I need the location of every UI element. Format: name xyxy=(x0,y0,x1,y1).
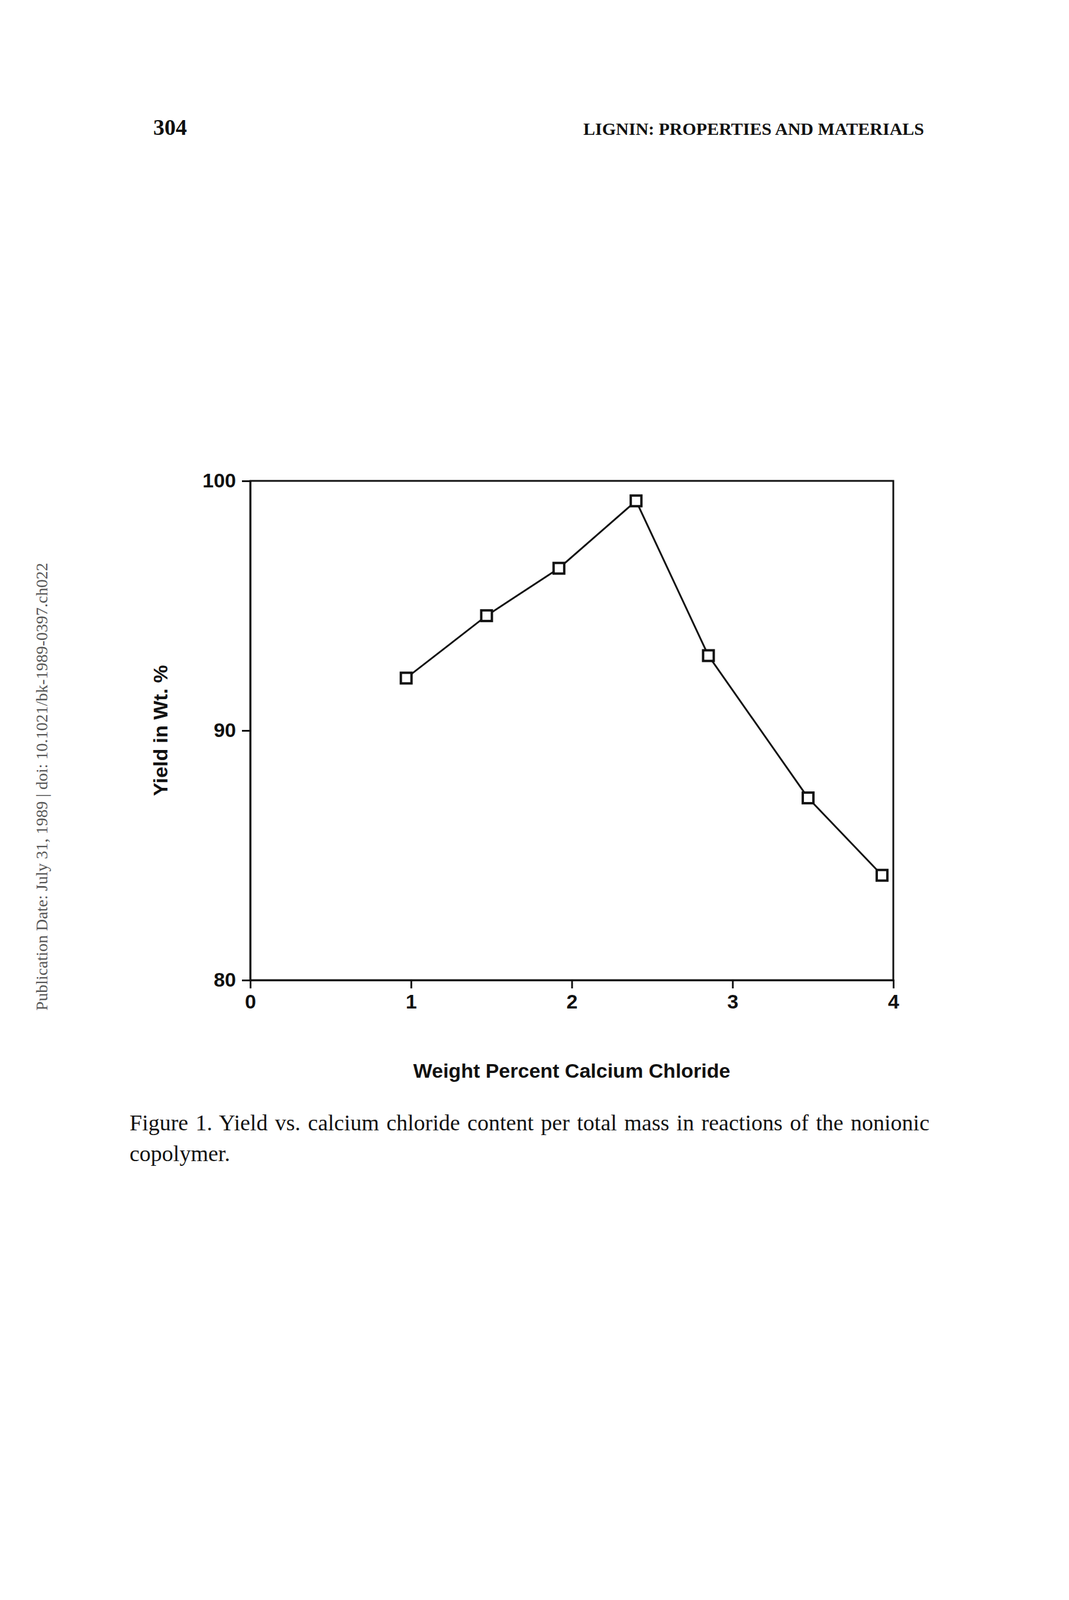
x-tick-mark xyxy=(571,980,574,989)
x-tick-label: 1 xyxy=(405,990,418,1013)
data-point xyxy=(401,672,412,684)
page-svg: 304LIGNIN: PROPERTIES AND MATERIALSPubli… xyxy=(0,0,1069,1600)
data-line xyxy=(406,501,883,876)
x-axis-line xyxy=(250,980,894,990)
plot-frame xyxy=(250,480,894,981)
data-point xyxy=(876,870,888,881)
data-point xyxy=(702,650,714,661)
y-tick-mark xyxy=(241,730,251,732)
y-tick-label: 100 xyxy=(202,469,237,492)
x-tick-mark xyxy=(892,980,895,989)
y-tick-mark xyxy=(241,480,251,483)
y-axis: 80 90 100 xyxy=(202,469,251,991)
side-note: Publication Date: July 31, 1989 | doi: 1… xyxy=(32,563,51,1012)
x-tick: 2 xyxy=(566,980,578,1013)
data-point xyxy=(553,563,565,574)
y-tick-label: 90 xyxy=(213,718,237,742)
x-tick: 0 xyxy=(244,980,257,1013)
data-point xyxy=(630,495,642,507)
x-axis-title: Weight Percent Calcium Chloride xyxy=(413,1059,731,1083)
running-head: LIGNIN: PROPERTIES AND MATERIALS xyxy=(583,118,925,139)
plot-area xyxy=(401,495,888,881)
x-tick: 4 xyxy=(887,980,900,1013)
data-point xyxy=(802,792,814,804)
x-tick: 1 xyxy=(405,980,418,1013)
data-point xyxy=(480,610,492,622)
y-tick: 100 xyxy=(202,469,251,492)
y-tick: 80 xyxy=(213,968,251,991)
x-axis: 0 1 2 3 4 xyxy=(244,980,900,1013)
y-axis-title: Yield in Wt. % xyxy=(149,664,172,797)
x-tick-label: 2 xyxy=(566,990,578,1013)
x-tick-mark xyxy=(731,980,734,989)
x-tick: 3 xyxy=(727,980,739,1013)
x-tick-label: 0 xyxy=(244,990,257,1013)
x-tick-label: 3 xyxy=(727,990,739,1013)
x-tick-label: 4 xyxy=(887,990,900,1013)
page-number: 304 xyxy=(153,114,187,140)
x-tick-mark xyxy=(249,980,252,989)
y-tick-mark xyxy=(241,979,251,982)
y-tick: 90 xyxy=(213,718,251,742)
y-tick-label: 80 xyxy=(213,968,237,991)
y-axis-line xyxy=(241,481,251,981)
x-tick-mark xyxy=(410,980,413,989)
caption: Figure 1. Yield vs. calcium chloride con… xyxy=(129,1107,930,1169)
